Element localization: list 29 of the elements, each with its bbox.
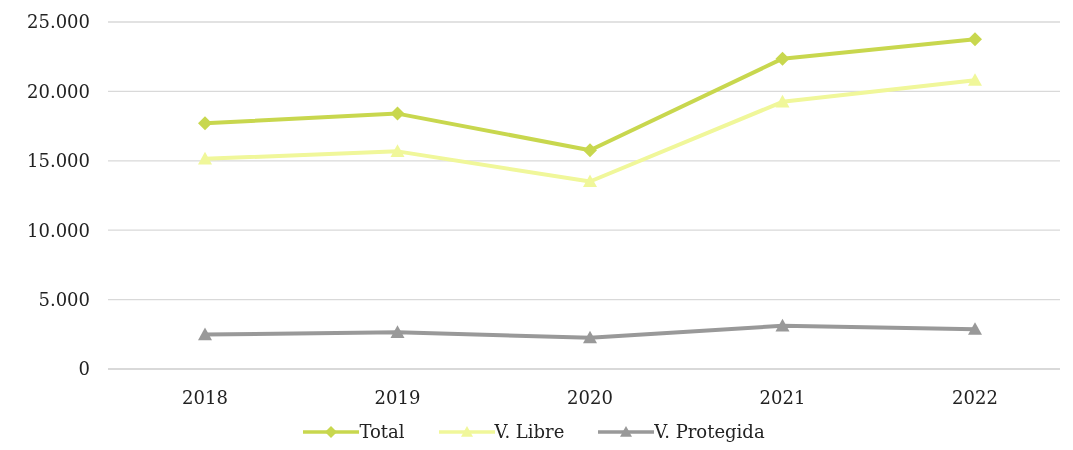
- point: [390, 325, 405, 338]
- point: [198, 116, 212, 131]
- point: [390, 106, 405, 121]
- point: [583, 143, 597, 158]
- legend-label: V. Protegida: [654, 421, 765, 442]
- point: [775, 51, 790, 66]
- legend-label: V. Libre: [494, 421, 565, 442]
- point: [198, 327, 212, 341]
- y-tick-label: 5.000: [38, 288, 90, 310]
- y-tick-label: 15.000: [27, 150, 90, 172]
- point: [968, 32, 982, 47]
- point: [968, 322, 982, 335]
- x-tick-label: 2019: [374, 386, 421, 408]
- x-tick-label: 2018: [182, 386, 228, 408]
- x-tick-label: 2022: [952, 386, 998, 408]
- y-tick-label: 25.000: [27, 11, 90, 33]
- y-tick-label: 0: [78, 358, 90, 380]
- point: [968, 73, 982, 86]
- x-tick-label: 2020: [567, 386, 613, 408]
- point: [775, 94, 790, 108]
- legend-label: Total: [359, 421, 405, 442]
- point: [198, 151, 212, 165]
- point: [583, 174, 597, 188]
- point: [775, 318, 790, 332]
- y-tick-label: 10.000: [27, 219, 90, 241]
- y-tick-label: 20.000: [27, 80, 90, 102]
- point: [390, 144, 405, 157]
- point: [583, 330, 597, 344]
- x-tick-label: 2021: [759, 386, 806, 408]
